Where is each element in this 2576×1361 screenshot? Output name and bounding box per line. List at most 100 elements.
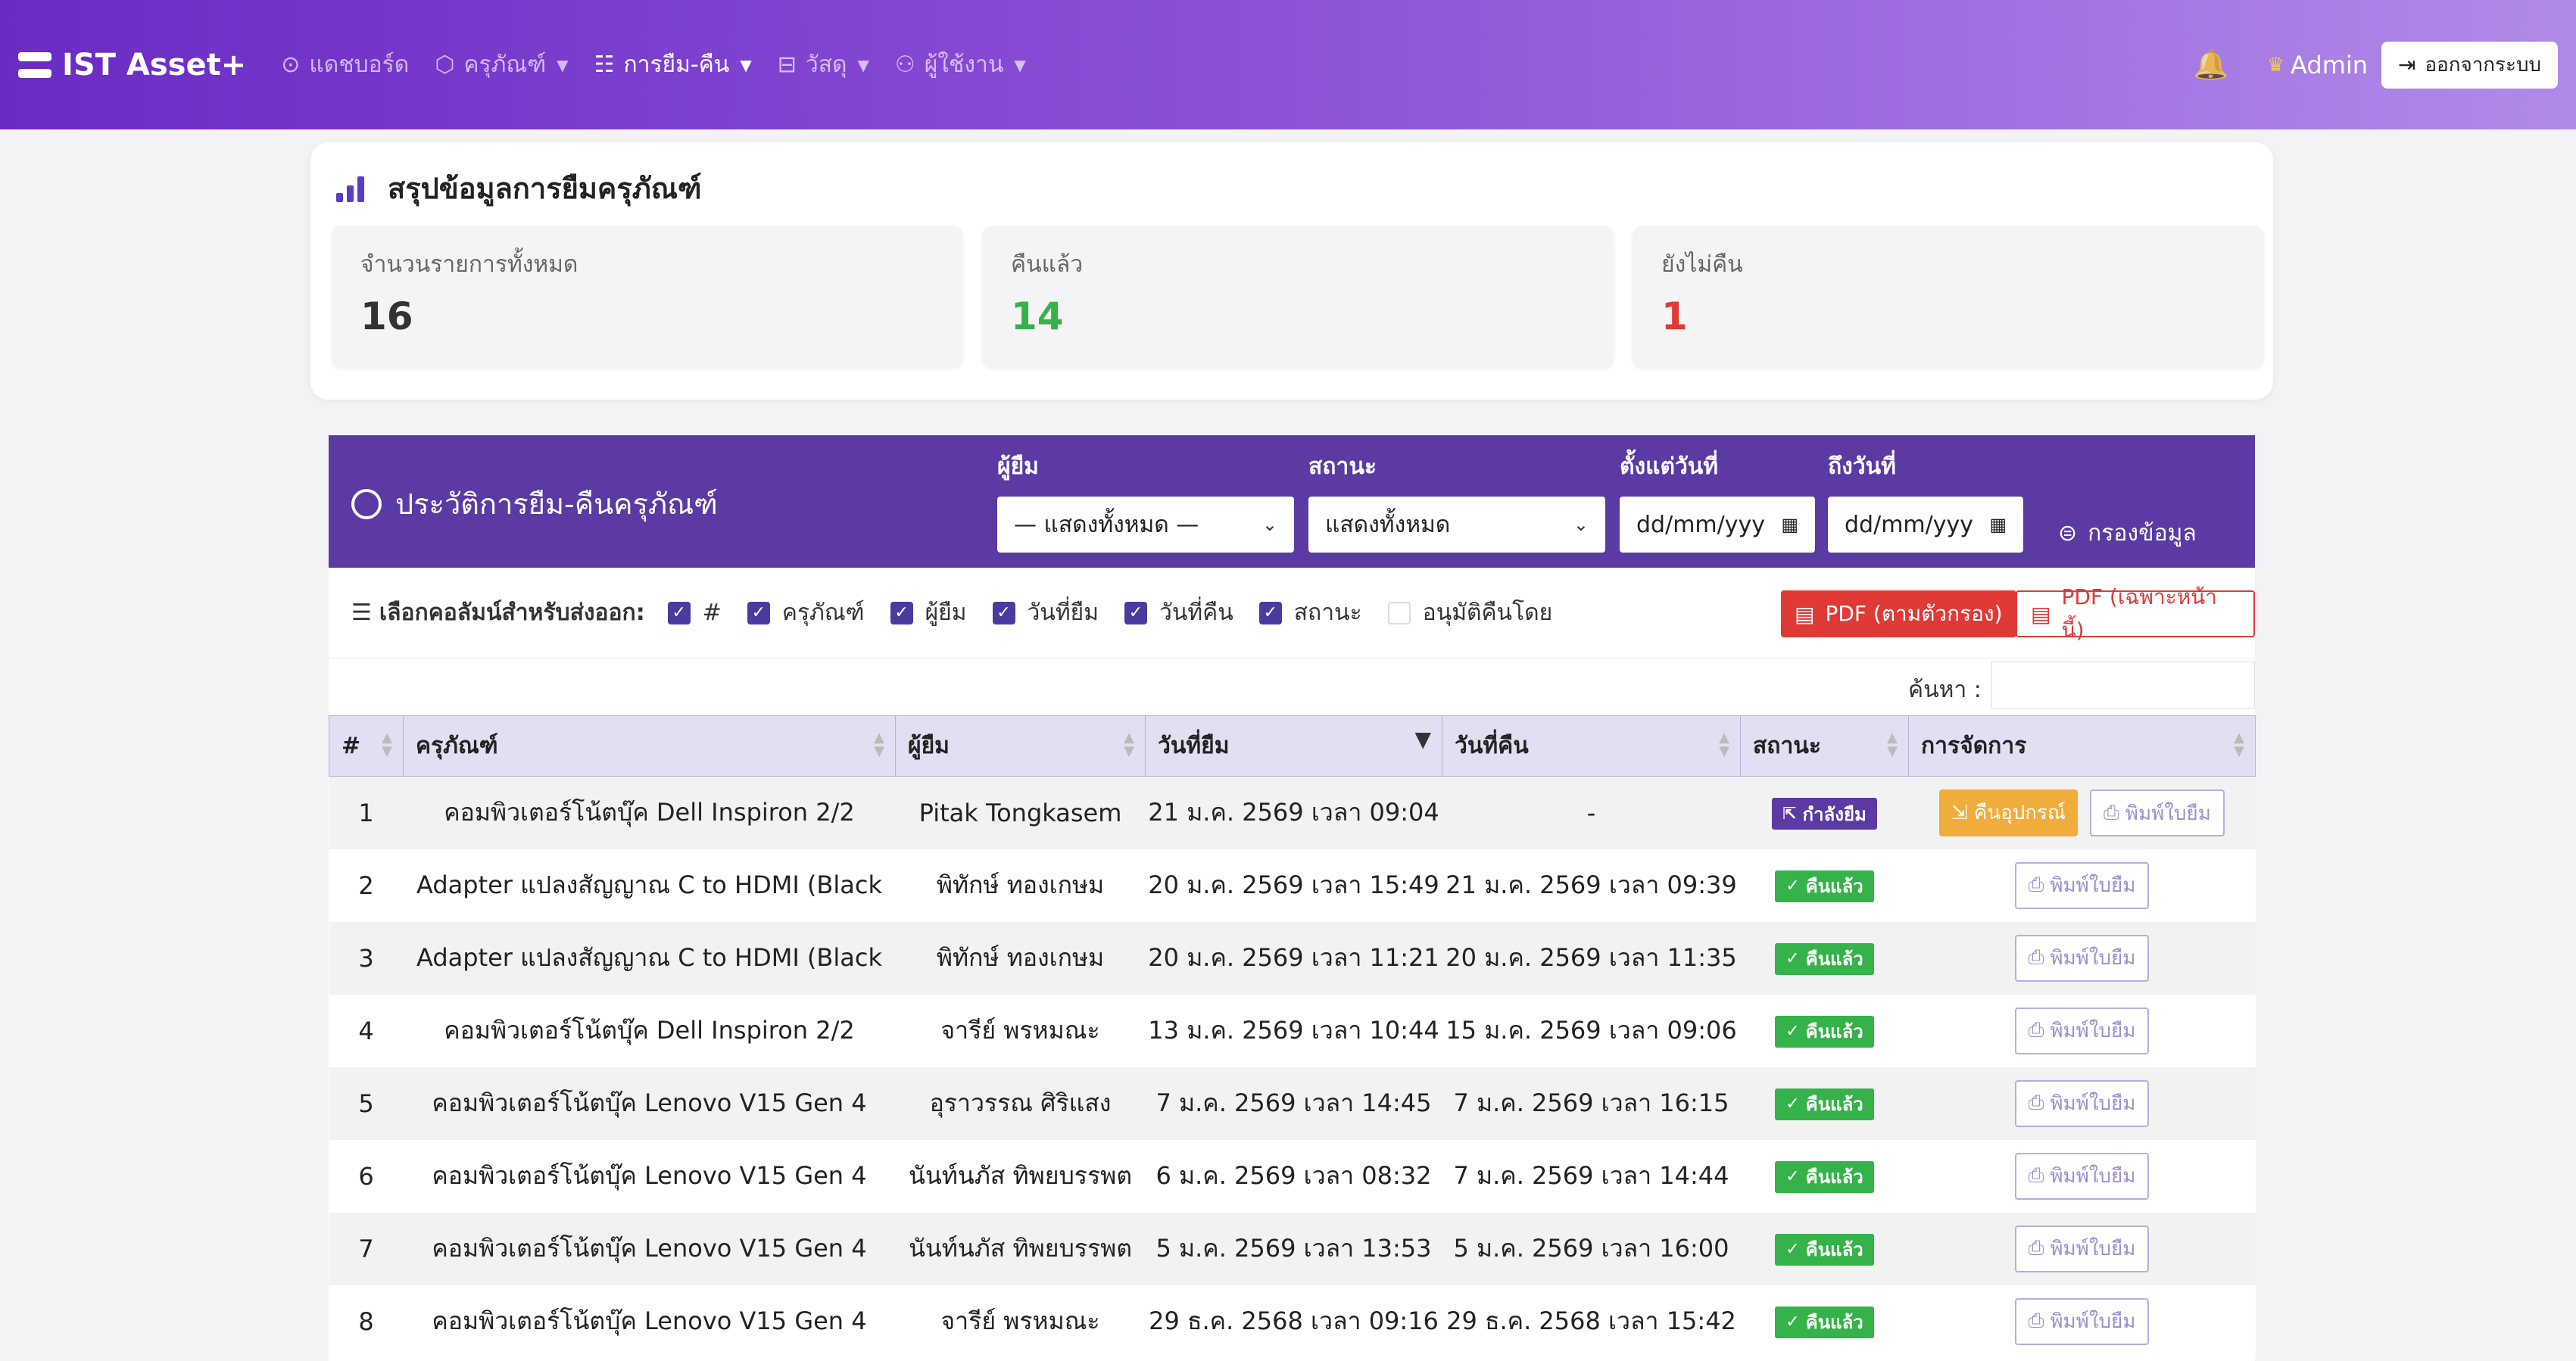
asset-name: คอมพิวเตอร์โน้ตบุ๊ค Lenovo V15 Gen 4	[403, 1067, 896, 1140]
borrower-name: จารีย์ พรหมณะ	[895, 994, 1146, 1067]
nav-label: ผู้ใช้งาน	[924, 51, 1004, 78]
print-label: พิมพ์ใบยืม	[2050, 947, 2136, 970]
nav-label: การยืม-คืน	[623, 51, 730, 78]
checkbox-label: วันที่คืน	[1159, 600, 1233, 626]
caret-down-icon: ▼	[857, 55, 869, 74]
nav-users[interactable]: ⚇ ผู้ใช้งาน ▼	[895, 47, 1026, 83]
col-header-borrower[interactable]: ผู้ยืม ▲ ▼	[895, 715, 1146, 777]
printer-icon: ⎙	[2028, 946, 2044, 969]
nav-dashboard[interactable]: ⊙ แดชบอร์ด	[281, 47, 409, 83]
bell-icon[interactable]: 🔔	[2193, 48, 2229, 81]
column-toggle-approver[interactable]: อนุมัติคืนโดย	[1387, 595, 1553, 631]
status-badge: ✓ คืนแล้ว	[1775, 1088, 1874, 1120]
column-toggle-borrower[interactable]: ✓ ผู้ยืม	[890, 595, 967, 631]
return-date: 29 ธ.ค. 2568 เวลา 15:42	[1442, 1285, 1741, 1358]
filter-button[interactable]: ⊜ กรองข้อมูล	[2058, 505, 2197, 561]
print-label: พิมพ์ใบยืม	[2050, 1020, 2136, 1042]
col-header-actions[interactable]: การจัดการ ▲ ▼	[1908, 715, 2256, 777]
row-number: 7	[329, 1212, 404, 1285]
print-slip-button[interactable]: ⎙ พิมพ์ใบยืม	[2014, 934, 2150, 982]
history-title-text: ประวัติการยืม-คืนครุภัณฑ์	[395, 487, 718, 521]
checkbox-label: ผู้ยืม	[925, 600, 967, 626]
column-toggle-status[interactable]: ✓ สถานะ	[1258, 595, 1362, 631]
filter-label: ถึงวันที่	[1828, 453, 1896, 480]
col-header-return-date[interactable]: วันที่คืน ▲ ▼	[1442, 715, 1741, 777]
table-row: 5 คอมพิวเตอร์โน้ตบุ๊ค Lenovo V15 Gen 4 อุร…	[329, 1067, 2256, 1140]
logout-button[interactable]: ⇥ ออกจากระบบ	[2381, 41, 2558, 89]
status-badge: ✓ คืนแล้ว	[1775, 1015, 1874, 1048]
print-slip-button[interactable]: ⎙ พิมพ์ใบยืม	[2014, 1225, 2150, 1272]
print-slip-button[interactable]: ⎙ พิมพ์ใบยืม	[2014, 1152, 2150, 1200]
status-text: คืนแล้ว	[1805, 1312, 1863, 1334]
search-label: ค้นหา :	[1908, 677, 1982, 703]
return-date: 7 ม.ค. 2569 เวลา 16:15	[1442, 1067, 1741, 1140]
status-select[interactable]: แสดงทั้งหมด ⌄	[1308, 497, 1605, 553]
row-number: 5	[329, 1067, 404, 1140]
status-text: กำลังยืม	[1802, 803, 1867, 825]
nav-materials[interactable]: ⊟ วัสดุ ▼	[778, 47, 869, 83]
actions-cell: ⎙ พิมพ์ใบยืม	[1908, 1067, 2256, 1140]
search-input[interactable]	[1991, 662, 2255, 709]
column-toggle-asset[interactable]: ✓ ครุภัณฑ์	[747, 595, 865, 631]
check-circle-icon: ✓	[1785, 877, 1800, 896]
list-icon: ☰	[351, 600, 372, 626]
status-text: คืนแล้ว	[1805, 1021, 1863, 1043]
print-slip-button[interactable]: ⎙ พิมพ์ใบยืม	[2014, 1297, 2150, 1345]
column-toggle-no[interactable]: ✓ #	[667, 600, 722, 626]
column-toggle-return-date[interactable]: ✓ วันที่คืน	[1124, 595, 1233, 631]
checkbox[interactable]: ✓	[667, 601, 691, 624]
checkbox[interactable]: ✓	[890, 601, 913, 624]
borrower-name: พิทักษ์ ทองเกษม	[895, 921, 1146, 995]
check-circle-icon: ✓	[1785, 1313, 1800, 1332]
pdf-filtered-button[interactable]: ▤ PDF (ตามตัวกรอง)	[1781, 590, 2016, 637]
status-cell: ⇱ กำลังยืม	[1740, 776, 1909, 849]
from-date-input[interactable]: dd/mm/yyyy ▦	[1620, 497, 1815, 553]
table-row: 4 คอมพิวเตอร์โน้ตบุ๊ค Dell Inspiron 2/2 จา…	[329, 994, 2256, 1067]
dashboard-icon: ⊙	[281, 51, 301, 78]
printer-icon: ⎙	[2104, 801, 2119, 824]
col-header-asset[interactable]: ครุภัณฑ์ ▲ ▼	[403, 715, 896, 777]
borrower-name: จารีย์ พรหมณะ	[895, 1285, 1146, 1358]
col-header-no[interactable]: # ▲ ▼	[329, 715, 404, 777]
asset-name: คอมพิวเตอร์โน้ตบุ๊ค Lenovo V15 Gen 4	[403, 1139, 896, 1213]
to-date-input[interactable]: dd/mm/yyyy ▦	[1828, 497, 2023, 553]
actions-cell: ⎙ พิมพ์ใบยืม	[1908, 921, 2256, 995]
server-icon	[18, 51, 51, 78]
checkbox[interactable]: ✓	[1258, 601, 1282, 624]
checkbox[interactable]	[1387, 601, 1411, 624]
checkbox[interactable]: ✓	[747, 601, 770, 624]
checkbox-label: อนุมัติคืนโดย	[1422, 600, 1553, 626]
nav-label: ครุภัณฑ์	[463, 51, 547, 78]
return-date: 5 ม.ค. 2569 เวลา 16:00	[1442, 1212, 1741, 1285]
print-slip-button[interactable]: ⎙ พิมพ์ใบยืม	[2014, 1007, 2150, 1054]
checkbox[interactable]: ✓	[992, 601, 1015, 624]
checkbox-label: วันที่ยืม	[1027, 600, 1099, 626]
status-cell: ✓ คืนแล้ว	[1740, 1139, 1909, 1213]
logout-label: ออกจากระบบ	[2425, 54, 2542, 76]
actions-cell: ⎙ พิมพ์ใบยืม	[1908, 994, 2256, 1067]
print-slip-button[interactable]: ⎙ พิมพ์ใบยืม	[2090, 790, 2225, 836]
user-menu[interactable]: ♛ Admin	[2267, 51, 2368, 79]
status-cell: ✓ คืนแล้ว	[1740, 1067, 1909, 1140]
nav-assets[interactable]: ⬡ ครุภัณฑ์ ▼	[435, 47, 568, 83]
clock-icon	[351, 488, 382, 519]
column-toggle-borrow-date[interactable]: ✓ วันที่ยืม	[992, 595, 1099, 631]
nav-borrow-return[interactable]: ☷ การยืม-คืน ▼	[594, 47, 752, 83]
filter-status: สถานะ แสดงทั้งหมด ⌄	[1308, 449, 1605, 553]
print-slip-button[interactable]: ⎙ พิมพ์ใบยืม	[2014, 1079, 2150, 1127]
return-equipment-button[interactable]: ⇲ คืนอุปกรณ์	[1939, 789, 2079, 836]
col-header-borrow-date[interactable]: วันที่ยืม ▼	[1145, 715, 1442, 777]
pdf-page-button[interactable]: ▤ PDF (เฉพาะหน้านี้)	[2016, 584, 2255, 643]
actions-cell: ⎙ พิมพ์ใบยืม	[1908, 849, 2256, 922]
return-date: 7 ม.ค. 2569 เวลา 14:44	[1442, 1139, 1741, 1213]
col-header-status[interactable]: สถานะ ▲ ▼	[1740, 715, 1909, 777]
brand[interactable]: IST Asset+	[18, 48, 246, 83]
borrow-date: 7 ม.ค. 2569 เวลา 14:45	[1145, 1067, 1442, 1140]
printer-icon: ⎙	[2028, 1164, 2044, 1187]
borrower-select[interactable]: — แสดงทั้งหมด — ⌄	[997, 497, 1294, 553]
asset-name: คอมพิวเตอร์โน้ตบุ๊ค Dell Inspiron 2/2	[403, 994, 896, 1067]
printer-icon: ⎙	[2028, 1092, 2044, 1114]
print-slip-button[interactable]: ⎙ พิมพ์ใบยืม	[2014, 861, 2150, 909]
print-label: พิมพ์ใบยืม	[2050, 1238, 2136, 1260]
checkbox[interactable]: ✓	[1124, 601, 1147, 624]
